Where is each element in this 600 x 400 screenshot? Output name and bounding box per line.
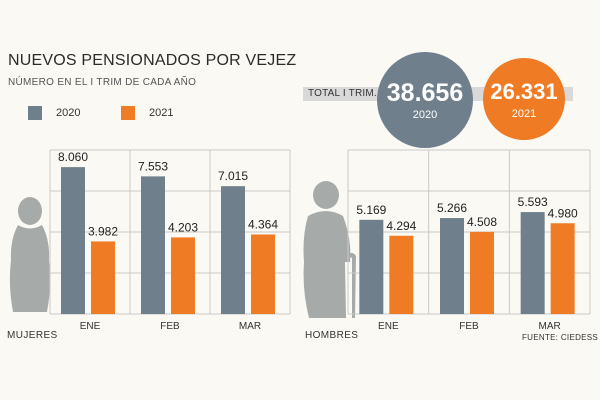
mujeres-bar-mar-2021 — [251, 234, 275, 314]
mujeres-tick-mar: MAR — [239, 321, 261, 332]
mujeres-label-feb-2020: 7.553 — [138, 159, 168, 173]
hombres-tick-feb: FEB — [459, 321, 479, 332]
hombres-tick-ene: ENE — [378, 321, 399, 332]
mujeres-bar-mar-2020 — [221, 186, 245, 314]
mujeres-bar-feb-2021 — [171, 237, 195, 314]
group-label-mujeres: MUJERES — [7, 330, 58, 341]
group-label-hombres: HOMBRES — [305, 330, 359, 341]
legend-item-2020: 2020 — [28, 106, 80, 120]
legend-swatch-2021 — [121, 106, 135, 120]
total-2021-value: 26.331 — [490, 78, 558, 104]
hombres-tick-mar: MAR — [539, 321, 561, 332]
total-2020-value: 38.656 — [386, 78, 464, 107]
hombres-label-ene-2021: 4.294 — [386, 219, 416, 233]
hombres-bar-feb-2020 — [440, 218, 464, 314]
chart-title: NUEVOS PENSIONADOS POR VEJEZ — [8, 52, 297, 69]
legend-label-2020: 2020 — [56, 107, 81, 119]
hombres-label-ene-2020: 5.169 — [356, 203, 386, 217]
woman-figure-icon — [9, 197, 51, 312]
total-2021-year: 2021 — [511, 107, 537, 120]
legend-label-2021: 2021 — [149, 107, 174, 119]
total-2020-circle: 38.656 2020 — [377, 52, 473, 148]
mujeres-bar-ene-2020 — [61, 167, 85, 314]
hombres-bar-ene-2020 — [359, 219, 384, 314]
legend-item-2021: 2021 — [121, 106, 173, 120]
mujeres-tick-feb: FEB — [160, 321, 180, 332]
totals-label: TOTAL I TRIM. — [308, 88, 377, 99]
hombres-label-mar-2021: 4.980 — [548, 206, 578, 220]
hombres-label-feb-2021: 4.508 — [467, 215, 497, 229]
hombres-bar-ene-2021 — [389, 235, 414, 314]
hombres-bar-mar-2021 — [550, 223, 575, 314]
legend-swatch-2020 — [28, 106, 42, 120]
total-2021-circle: 26.331 2021 — [483, 58, 565, 140]
total-2020-year: 2020 — [412, 108, 438, 121]
source-note: FUENTE: CIEDESS — [522, 333, 599, 342]
mujeres-tick-ene: ENE — [80, 321, 101, 332]
man-with-cane-icon — [303, 181, 356, 318]
hombres-label-mar-2020: 5.593 — [518, 195, 548, 209]
mujeres-label-ene-2020: 8.060 — [58, 150, 88, 164]
mujeres-bar-feb-2020 — [141, 176, 165, 314]
mujeres-label-mar-2020: 7.015 — [218, 169, 248, 183]
hombres-label-feb-2020: 5.266 — [437, 201, 467, 215]
hombres-bar-mar-2020 — [520, 212, 545, 314]
hombres-bar-feb-2021 — [470, 231, 494, 314]
mujeres-label-mar-2021: 4.364 — [248, 217, 278, 231]
mujeres-label-ene-2021: 3.982 — [88, 224, 118, 238]
mujeres-bar-ene-2021 — [91, 241, 115, 314]
chart-subtitle: NÚMERO EN EL I TRIM DE CADA AÑO — [8, 77, 197, 88]
mujeres-label-feb-2021: 4.203 — [168, 220, 198, 234]
